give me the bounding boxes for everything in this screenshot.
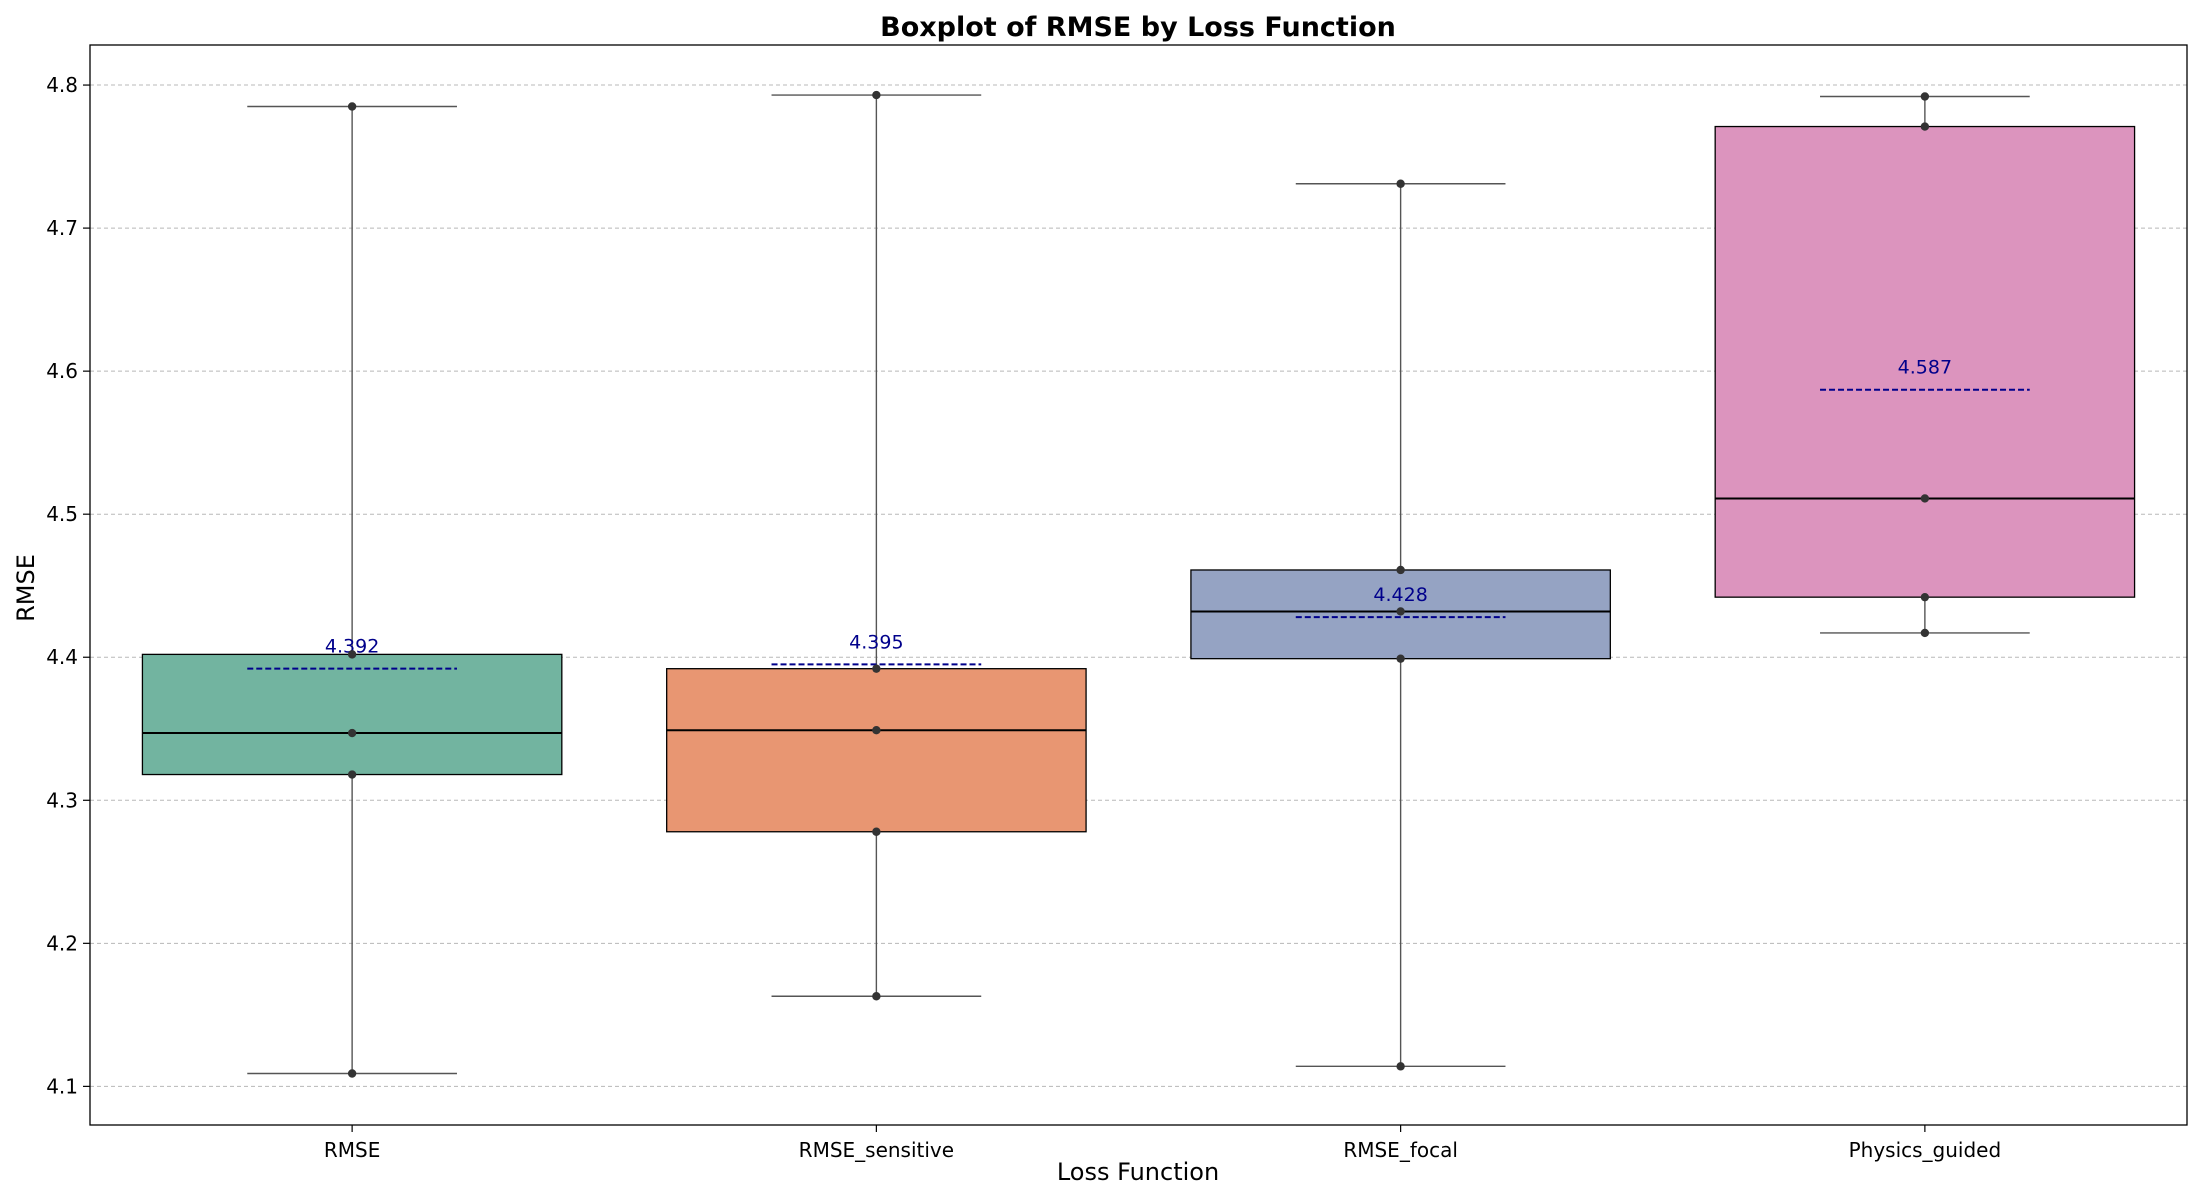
x-axis-title: Loss Function [1057, 1158, 1219, 1186]
data-point [1920, 92, 1930, 101]
iqr-box [1714, 125, 2136, 598]
data-point [1396, 565, 1405, 575]
data-point [872, 664, 881, 673]
data-point [347, 728, 357, 738]
data-point [872, 992, 881, 1001]
y-axis-title: RMSE [12, 554, 40, 622]
iqr-box [666, 668, 1087, 833]
plot-frame [89, 44, 2188, 1126]
mean-label: 4.428 [1373, 584, 1427, 606]
data-point [1920, 494, 1930, 503]
data-point [1396, 1062, 1405, 1071]
chart-title: Boxplot of RMSE by Loss Function [880, 12, 1396, 43]
x-tick-label: RMSE [324, 1138, 380, 1162]
data-point [347, 102, 357, 111]
y-tick-label: 4.4 [46, 645, 78, 669]
mean-label: 4.392 [325, 636, 379, 658]
data-point [872, 827, 881, 836]
y-tick-label: 4.5 [46, 502, 78, 526]
y-tick-label: 4.6 [46, 359, 78, 383]
y-tick-label: 4.8 [46, 73, 78, 97]
data-point [1396, 654, 1405, 663]
mean-label: 4.587 [1898, 357, 1952, 379]
iqr-box [141, 653, 563, 776]
data-point [1920, 122, 1930, 131]
x-tick-label: RMSE_focal [1343, 1138, 1458, 1162]
axes: 4.1 4.2 4.3 4.4 4.5 4.6 4.7 4.8 RMSE RMSE_sensiti… [46, 73, 2001, 1162]
y-tick-label: 4.7 [46, 216, 78, 240]
y-tick-label: 4.3 [46, 788, 78, 812]
box-group-RMSE_focal: 4.428 [1190, 179, 1611, 1071]
y-tick-label: 4.2 [46, 931, 78, 955]
box-group-Physics_guided: 4.587 [1714, 92, 2136, 638]
box-group-RMSE: 4.392 [141, 102, 563, 1078]
y-tick-label: 4.1 [46, 1074, 78, 1098]
data-point [1396, 179, 1405, 188]
data-point [872, 90, 881, 100]
data-point [347, 650, 357, 659]
data-point [872, 725, 881, 735]
data-point [347, 1069, 357, 1078]
mean-label: 4.395 [849, 631, 903, 653]
data-point [1920, 628, 1930, 638]
boxes: 4.392 4.395 4.428 4.587 [141, 90, 2136, 1078]
data-point [347, 770, 357, 779]
data-point [1396, 607, 1405, 616]
x-tick-label: RMSE_sensitive [799, 1138, 954, 1162]
x-tick-label: Physics_guided [1849, 1138, 2002, 1162]
data-point [1920, 592, 1930, 602]
box-group-RMSE_sensitive: 4.395 [666, 90, 1087, 1001]
